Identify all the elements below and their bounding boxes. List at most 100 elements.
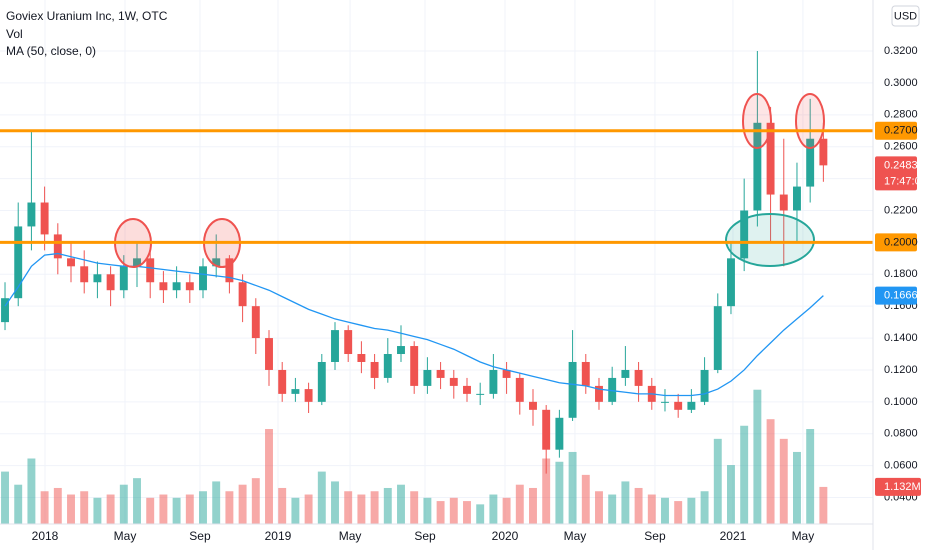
volume-bar [674, 501, 683, 524]
volume-bar [555, 461, 564, 524]
x-tick-label: 2018 [32, 529, 59, 543]
volume-bar [278, 487, 287, 524]
level-label-box [875, 121, 917, 140]
volume-bar [251, 478, 260, 524]
candle-body [53, 234, 62, 259]
volume-bar [793, 451, 801, 524]
volume-bar [621, 481, 630, 524]
volume-bar [93, 497, 102, 524]
volume-bar [449, 497, 458, 524]
candle-body [819, 138, 828, 166]
candle-body [779, 194, 788, 211]
candle-body [700, 369, 709, 402]
y-tick-label: 0.0800 [884, 428, 918, 440]
volume-bar [753, 389, 762, 524]
volume-bar [67, 494, 75, 524]
candle-body [106, 274, 115, 291]
annotation-ellipse [725, 213, 815, 267]
volume-bar [476, 504, 485, 524]
level-label: 0.2700 [884, 125, 918, 137]
ma-legend: MA (50, close, 0) [6, 44, 96, 58]
candle-body [225, 258, 234, 283]
volume-bar [515, 484, 524, 524]
y-tick-label: 0.2200 [884, 204, 918, 216]
y-tick-label: 0.1000 [884, 396, 918, 408]
candle-body [674, 401, 683, 410]
volume-bar [713, 438, 722, 524]
volume-bar [568, 451, 577, 524]
x-tick-label: 2019 [265, 529, 292, 543]
y-tick-label: 0.1800 [884, 268, 918, 280]
volume-bar [199, 491, 207, 524]
candle-body [806, 138, 815, 187]
candle-body [27, 202, 36, 227]
volume-bar [159, 494, 168, 524]
volume-bar [317, 471, 326, 524]
candle-body [238, 282, 247, 307]
candle-body [331, 330, 339, 362]
candle-body [502, 369, 511, 378]
volume-value-label: 1.132M [884, 481, 921, 493]
x-tick-label: May [564, 529, 587, 543]
level-label: 0.2000 [884, 236, 918, 248]
candle-body [370, 361, 379, 378]
volume-bar [383, 487, 392, 524]
candle-body [185, 282, 194, 291]
candle-body [581, 361, 590, 386]
candle-body [766, 122, 775, 195]
volume-bar [185, 494, 194, 524]
level-label-box [875, 233, 917, 252]
volume-bar [410, 491, 419, 524]
candle-body [713, 306, 722, 370]
volume-bar [27, 458, 36, 524]
candle-body [436, 369, 445, 378]
currency-box[interactable] [891, 5, 920, 27]
candle-body [304, 389, 313, 402]
volume-bar [397, 484, 405, 524]
volume-bar [119, 484, 128, 524]
candle-body [212, 258, 221, 267]
volume-legend: Vol [6, 27, 23, 41]
x-tick-label: Sep [644, 529, 666, 543]
x-tick-label: May [114, 529, 137, 543]
volume-bar [595, 491, 603, 524]
currency[interactable]: USD [894, 10, 917, 22]
candle-body [159, 282, 168, 291]
volume-bar [357, 494, 366, 524]
candle-body [265, 338, 273, 370]
volume-bar [344, 491, 353, 524]
volume-bar [212, 481, 221, 524]
candle-body [542, 409, 551, 450]
x-tick-label: May [792, 529, 815, 543]
candle-body [291, 389, 300, 394]
candle-body [251, 306, 260, 339]
candle-body [463, 385, 471, 394]
volume-bar [80, 491, 89, 524]
volume-bar [106, 494, 115, 524]
y-tick-label: 0.2800 [884, 109, 918, 121]
candle-body [555, 417, 564, 450]
candle-body [344, 330, 353, 355]
candle-body [753, 122, 762, 211]
volume-bar [489, 494, 498, 524]
volume-bar [331, 481, 339, 524]
candle-body [476, 393, 485, 395]
last-price-label: 0.2483 [884, 159, 918, 171]
volume-bar [779, 438, 788, 524]
y-tick-label: 0.0600 [884, 460, 918, 472]
volume-bar [40, 491, 49, 524]
volume-bar [463, 501, 471, 524]
candle-body [357, 354, 366, 362]
candle-body [93, 274, 102, 283]
x-tick-label: May [339, 529, 362, 543]
y-tick-label: 0.1400 [884, 332, 918, 344]
volume-bar [634, 487, 643, 524]
countdown-label: 17:47:06 [884, 175, 927, 187]
candle-body [595, 385, 603, 402]
candle-body [80, 266, 89, 283]
candle-body [529, 401, 537, 410]
candle-body [740, 210, 749, 259]
volume-bar [146, 497, 155, 524]
candle-body [621, 369, 630, 378]
